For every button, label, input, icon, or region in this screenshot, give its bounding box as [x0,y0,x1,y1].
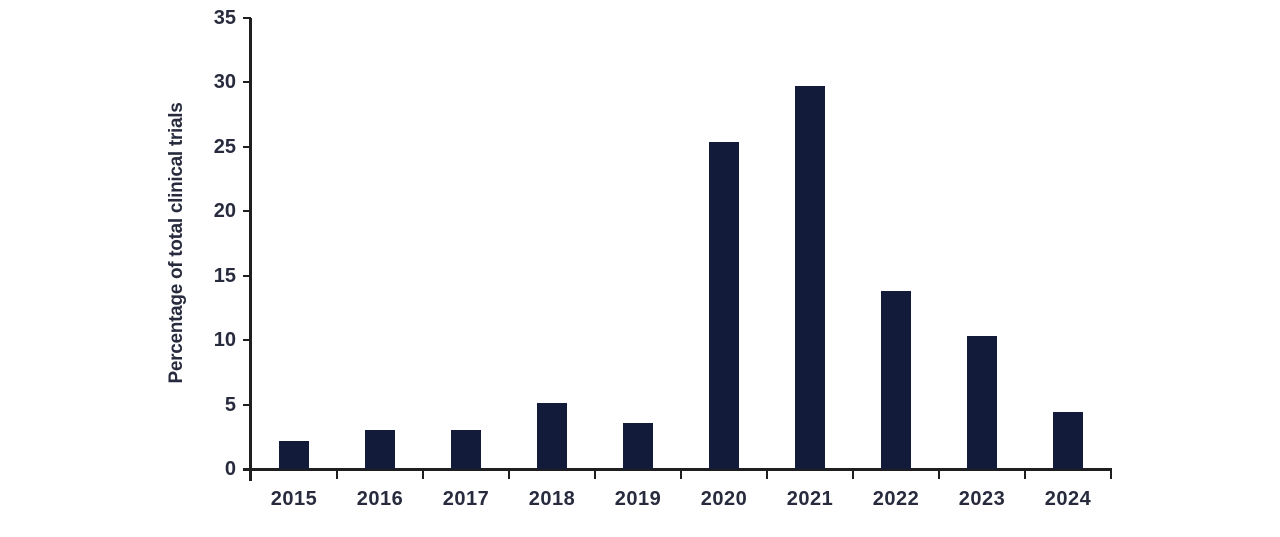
x-axis-label: 2015 [270,488,318,510]
y-tick [243,210,251,213]
x-axis-label: 2019 [614,488,662,510]
x-tick [1110,469,1112,479]
x-tick [594,469,596,479]
y-tick-label: 20 [213,200,236,223]
y-tick [243,403,251,406]
bar-2019 [623,422,653,469]
y-tick-label: 30 [213,71,236,94]
bar-2022 [881,291,911,469]
x-axis-label: 2021 [786,488,834,510]
bar-2021 [795,86,825,469]
x-tick [336,469,338,479]
x-axis-label: 2020 [700,488,748,510]
x-axis-label: 2024 [1044,488,1092,510]
y-tick-label: 10 [213,329,236,352]
y-tick [243,339,251,342]
y-tick-label: 15 [213,264,236,287]
x-tick [508,469,510,479]
bar-2024 [1053,412,1083,469]
x-axis-line [243,468,1112,471]
y-tick [243,145,251,148]
x-tick [766,469,768,479]
x-tick [852,469,854,479]
y-tick-label: 0 [224,458,236,480]
bar-2020 [709,141,739,469]
y-tick-label: 25 [213,135,236,158]
y-tick [243,81,251,84]
bar-2023 [967,336,997,469]
x-tick [422,469,424,479]
y-axis-title: Percentage of total clinical trials [166,102,187,384]
x-axis-label: 2016 [356,488,404,510]
x-tick [250,469,252,479]
bar-2016 [365,430,395,469]
x-tick [938,469,940,479]
bar-2015 [279,440,309,469]
x-axis-label: 2017 [442,488,490,510]
y-axis-line [249,18,252,481]
bar-2018 [537,403,567,469]
y-tick [243,17,251,19]
x-tick [680,469,682,479]
y-tick [243,274,251,277]
y-tick-label: 5 [224,393,236,416]
x-axis-label: 2023 [958,488,1006,510]
x-axis-label: 2018 [528,488,576,510]
x-axis-label: 2022 [872,488,920,510]
bar-2017 [451,430,481,469]
x-tick [1024,469,1026,479]
y-tick-label: 35 [213,7,236,29]
